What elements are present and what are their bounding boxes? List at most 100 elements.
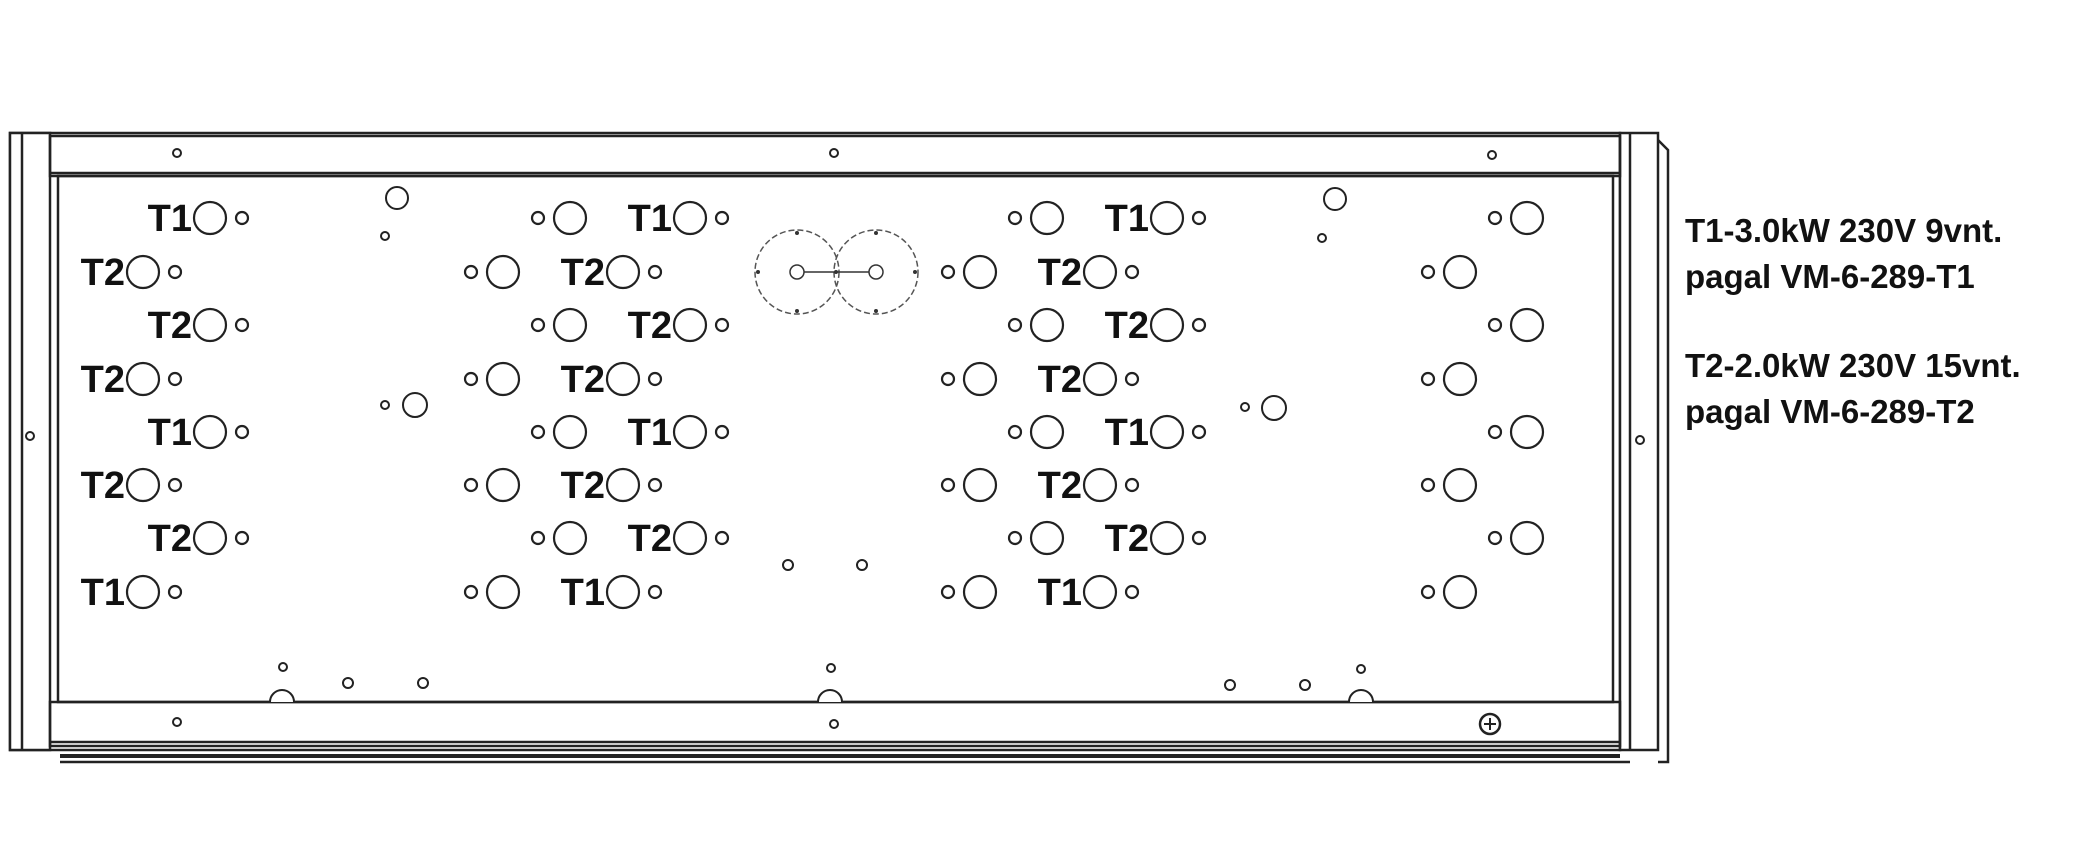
heater-terminal-hole: [1420, 371, 1436, 387]
heater-label: T1: [148, 412, 192, 454]
heater-terminal-hole: [234, 424, 250, 440]
heater-terminal-hole: [530, 210, 546, 226]
heater-terminal-hole: [1191, 530, 1207, 546]
heater-mount-hole: [1442, 254, 1478, 290]
heater-label: T2: [81, 252, 125, 294]
heater-mount-hole: [1149, 200, 1185, 236]
heater-label: T2: [628, 518, 672, 560]
heater-mount-hole: [125, 574, 161, 610]
legend-t1: T1-3.0kW 230V 9vnt. pagal VM-6-289-T1: [1685, 208, 2002, 300]
heater-label: T2: [561, 359, 605, 401]
heater-terminal-hole: [1124, 371, 1140, 387]
heater-terminal-hole: [714, 424, 730, 440]
heater-mount-hole: [1442, 574, 1478, 610]
heater-mount-hole: [1082, 254, 1118, 290]
heater-mount-hole: [485, 574, 521, 610]
heater-terminal-hole: [940, 584, 956, 600]
heater-terminal-hole: [647, 371, 663, 387]
heater-terminal-hole: [1487, 210, 1503, 226]
heater-mount-hole: [1082, 574, 1118, 610]
heater-terminal-hole: [1191, 317, 1207, 333]
heater-mount-hole: [1029, 307, 1065, 343]
heater-terminal-hole: [167, 264, 183, 280]
heater-terminal-hole: [463, 371, 479, 387]
heater-label: T2: [81, 465, 125, 507]
heater-terminal-hole: [940, 264, 956, 280]
heater-label: T1: [628, 412, 672, 454]
heater-mount-hole: [1082, 467, 1118, 503]
heater-mount-hole: [605, 467, 641, 503]
heater-terminal-hole: [940, 371, 956, 387]
heater-mount-hole: [485, 361, 521, 397]
heater-terminal-hole: [1007, 210, 1023, 226]
heater-terminal-hole: [1007, 317, 1023, 333]
heater-terminal-hole: [1487, 317, 1503, 333]
heater-mount-hole: [1442, 361, 1478, 397]
heater-mount-hole: [552, 200, 588, 236]
heater-mount-hole: [672, 200, 708, 236]
heater-terminal-hole: [1487, 424, 1503, 440]
heater-mount-hole: [1509, 307, 1545, 343]
heater-label: T2: [81, 359, 125, 401]
heater-terminal-hole: [1007, 530, 1023, 546]
heater-label: T2: [561, 465, 605, 507]
heater-terminal-hole: [1420, 584, 1436, 600]
heater-mount-hole: [485, 467, 521, 503]
heater-mount-hole: [125, 361, 161, 397]
heater-terminal-hole: [714, 317, 730, 333]
heater-label: T1: [81, 572, 125, 614]
heater-terminal-hole: [530, 317, 546, 333]
heater-mount-hole: [552, 414, 588, 450]
heater-label: T2: [1038, 359, 1082, 401]
heater-label: T1: [561, 572, 605, 614]
legend-t2-spec: T2-2.0kW 230V 15vnt.: [1685, 347, 2021, 384]
heater-mount-hole: [1149, 520, 1185, 556]
legend-t1-reference: pagal VM-6-289-T1: [1685, 258, 1975, 295]
heater-terminal-hole: [1124, 584, 1140, 600]
heater-label: T1: [1038, 572, 1082, 614]
heater-mount-hole: [1149, 414, 1185, 450]
heater-mount-hole: [962, 467, 998, 503]
heater-mount-hole: [485, 254, 521, 290]
legend-t2-reference: pagal VM-6-289-T2: [1685, 393, 1975, 430]
heater-label: T1: [628, 198, 672, 240]
heater-terminal-hole: [530, 424, 546, 440]
heater-label: T2: [628, 305, 672, 347]
heater-terminal-hole: [647, 264, 663, 280]
heater-terminal-hole: [463, 264, 479, 280]
heater-mount-hole: [1029, 414, 1065, 450]
heater-terminal-hole: [1487, 530, 1503, 546]
heater-mount-hole: [552, 307, 588, 343]
heater-mount-hole: [1442, 467, 1478, 503]
heater-label: T2: [561, 252, 605, 294]
screw-icon: [1478, 712, 1502, 736]
heater-label: T2: [148, 305, 192, 347]
heater-mount-hole: [672, 520, 708, 556]
heater-terminal-hole: [167, 477, 183, 493]
heater-terminal-hole: [167, 584, 183, 600]
heater-mount-hole: [192, 307, 228, 343]
heater-mount-hole: [1082, 361, 1118, 397]
heater-terminal-hole: [1191, 424, 1207, 440]
heater-terminal-hole: [1007, 424, 1023, 440]
heater-label: T2: [148, 518, 192, 560]
fixing-holes: [25, 148, 1645, 729]
heater-terminal-hole: [234, 317, 250, 333]
heater-mount-hole: [962, 574, 998, 610]
heater-mount-hole: [1029, 200, 1065, 236]
heater-terminal-hole: [1420, 264, 1436, 280]
heater-mount-hole: [1509, 520, 1545, 556]
heater-label: T1: [148, 198, 192, 240]
legend-t2: T2-2.0kW 230V 15vnt. pagal VM-6-289-T2: [1685, 343, 2021, 435]
heater-terminal-hole: [1191, 210, 1207, 226]
heater-mount-hole: [125, 467, 161, 503]
heater-terminal-hole: [647, 584, 663, 600]
heater-holes: [125, 200, 1545, 610]
heater-label: T1: [1105, 412, 1149, 454]
heater-terminal-hole: [463, 477, 479, 493]
heater-mount-hole: [962, 254, 998, 290]
heater-mount-hole: [552, 520, 588, 556]
heater-mount-hole: [125, 254, 161, 290]
heater-mount-hole: [192, 520, 228, 556]
